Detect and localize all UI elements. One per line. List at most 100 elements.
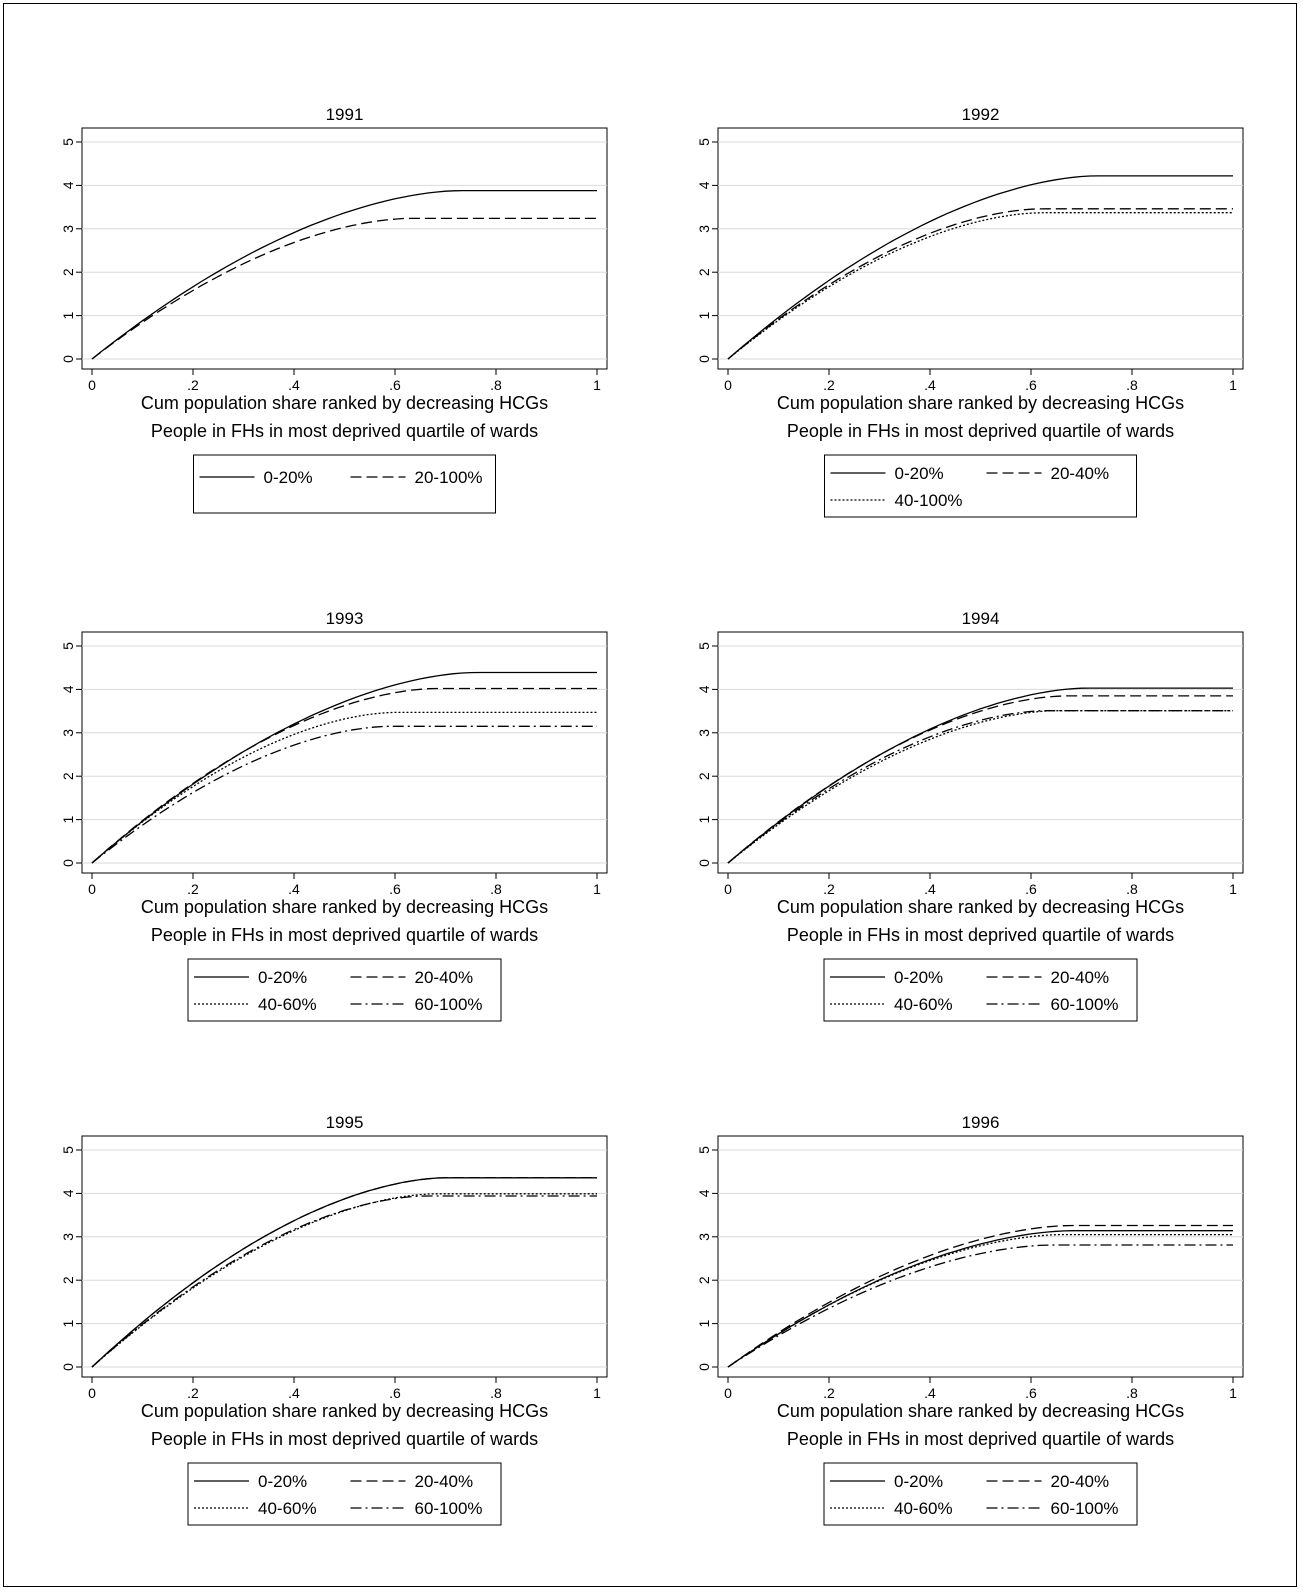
series-line-60-100% (91, 1195, 597, 1368)
x-tick-label: 1 (593, 377, 601, 393)
x-tick-label: .6 (1025, 881, 1037, 897)
chart-title: 1995 (326, 1113, 364, 1132)
y-tick-label: 4 (60, 1189, 76, 1197)
x-tick-label: 1 (1229, 377, 1237, 393)
series-line-40-100% (727, 212, 1233, 360)
x-axis-label: Cum population share ranked by decreasin… (777, 897, 1184, 917)
legend-label: 20-100% (415, 468, 483, 487)
series-line-0-20% (91, 671, 597, 864)
series-line-60-100% (727, 1244, 1233, 1368)
series-line-0-20% (727, 175, 1233, 360)
legend-label: 60-100% (415, 995, 483, 1014)
y-tick-label: 0 (60, 355, 76, 363)
subgroup-note: People in FHs in most deprived quartile … (151, 1429, 538, 1449)
y-tick-label: 0 (696, 1363, 712, 1371)
legend-box (187, 1462, 502, 1526)
plot-area (717, 631, 1244, 874)
y-tick-label: 4 (696, 181, 712, 189)
y-tick-label: 2 (696, 772, 712, 780)
y-tick-label: 5 (696, 138, 712, 146)
series-line-0-20% (91, 189, 597, 360)
legend-label: 40-60% (258, 1499, 317, 1518)
chart-title: 1996 (962, 1113, 1000, 1132)
series-line-20-40% (727, 208, 1233, 360)
series-line-40-60% (91, 711, 597, 864)
legend-label: 20-40% (1051, 968, 1110, 987)
x-tick-label: 1 (593, 1385, 601, 1401)
x-tick-label: .2 (187, 377, 199, 393)
y-tick-label: 1 (696, 815, 712, 823)
legend-box (187, 958, 502, 1022)
legend-label: 40-100% (895, 491, 963, 510)
y-tick-label: 2 (60, 268, 76, 276)
x-axis-label: Cum population share ranked by decreasin… (777, 393, 1184, 413)
series-line-0-20% (727, 1230, 1233, 1368)
series-line-40-60% (727, 1233, 1233, 1368)
x-axis-label: Cum population share ranked by decreasin… (777, 1401, 1184, 1421)
y-tick-label: 4 (60, 685, 76, 693)
series-line-40-60% (727, 710, 1233, 864)
y-tick-label: 1 (60, 311, 76, 319)
x-tick-label: .8 (490, 1385, 502, 1401)
legend-label: 40-60% (258, 995, 317, 1014)
legend-label: 0-20% (258, 968, 307, 987)
x-tick-label: .2 (187, 881, 199, 897)
x-tick-label: .2 (187, 1385, 199, 1401)
legend-label: 40-60% (894, 1499, 953, 1518)
y-tick-label: 4 (696, 1189, 712, 1197)
chart-title: 1994 (962, 609, 1000, 628)
y-tick-label: 5 (60, 138, 76, 146)
x-tick-label: .8 (1126, 377, 1138, 393)
y-tick-label: 3 (696, 1233, 712, 1241)
series-line-60-100% (91, 725, 597, 864)
y-tick-label: 4 (60, 181, 76, 189)
plot-area (717, 127, 1244, 370)
legend-label: 0-20% (895, 464, 944, 483)
legend-label: 60-100% (1051, 1499, 1119, 1518)
subgroup-note: People in FHs in most deprived quartile … (151, 421, 538, 441)
y-tick-label: 5 (696, 1146, 712, 1154)
x-tick-label: 0 (88, 881, 96, 897)
x-tick-label: 1 (1229, 881, 1237, 897)
x-tick-label: .2 (823, 377, 835, 393)
legend-label: 60-100% (415, 1499, 483, 1518)
y-tick-label: 0 (696, 355, 712, 363)
legend-box (824, 454, 1137, 518)
legend-label: 40-60% (894, 995, 953, 1014)
legend-label: 0-20% (894, 1472, 943, 1491)
x-tick-label: .6 (1025, 377, 1037, 393)
x-tick-label: 1 (1229, 1385, 1237, 1401)
y-tick-label: 2 (60, 1276, 76, 1284)
y-tick-label: 2 (60, 772, 76, 780)
y-tick-label: 3 (60, 1233, 76, 1241)
series-line-20-40% (727, 695, 1233, 864)
legend-box (823, 958, 1138, 1022)
y-tick-label: 1 (60, 815, 76, 823)
series-line-20-40% (727, 1224, 1233, 1368)
y-tick-label: 3 (60, 729, 76, 737)
series-line-20-100% (91, 217, 597, 360)
chart-title: 1993 (326, 609, 364, 628)
x-tick-label: .4 (288, 881, 300, 897)
legend-label: 0-20% (258, 1472, 307, 1491)
series-line-20-40% (91, 1177, 597, 1368)
series-line-60-100% (727, 710, 1233, 864)
legend-box (823, 1462, 1138, 1526)
x-tick-label: .6 (389, 881, 401, 897)
legend-label: 60-100% (1051, 995, 1119, 1014)
x-tick-label: .4 (924, 1385, 936, 1401)
subgroup-note: People in FHs in most deprived quartile … (787, 925, 1174, 945)
legend-label: 0-20% (894, 968, 943, 987)
plot-area (81, 1135, 608, 1378)
chart-title: 1991 (326, 105, 364, 124)
x-tick-label: 0 (724, 1385, 732, 1401)
plot-area (717, 1135, 1244, 1378)
y-tick-label: 0 (696, 859, 712, 867)
x-tick-label: .6 (1025, 1385, 1037, 1401)
legend-label: 0-20% (264, 468, 313, 487)
x-tick-label: .6 (389, 1385, 401, 1401)
x-tick-label: .4 (288, 377, 300, 393)
y-tick-label: 1 (696, 311, 712, 319)
chart-panel-1991: 0 1 2 3 4 5 0 .2 .4 .6 .8 1 1991 Cum population share… (60, 105, 608, 514)
